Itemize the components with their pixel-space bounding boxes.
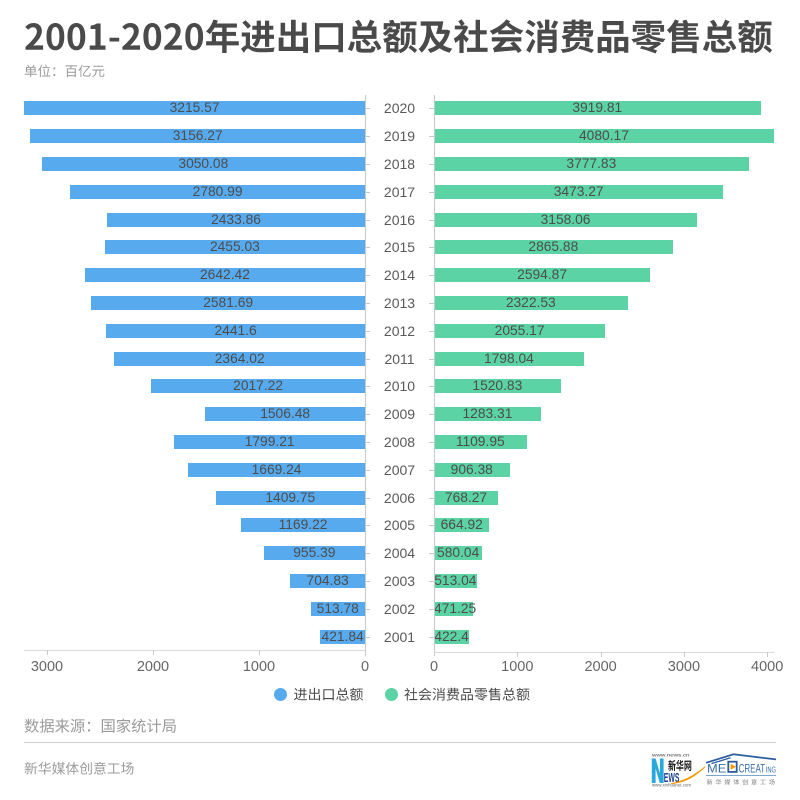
svg-text:EWS: EWS — [664, 771, 680, 785]
svg-text:ING: ING — [766, 765, 776, 774]
svg-text:ME: ME — [707, 761, 726, 775]
svg-text:www.news.cn: www.news.cn — [652, 753, 690, 758]
svg-text:www.xinhuanet.com: www.xinhuanet.com — [652, 783, 691, 788]
svg-text:CREAT: CREAT — [739, 761, 766, 775]
